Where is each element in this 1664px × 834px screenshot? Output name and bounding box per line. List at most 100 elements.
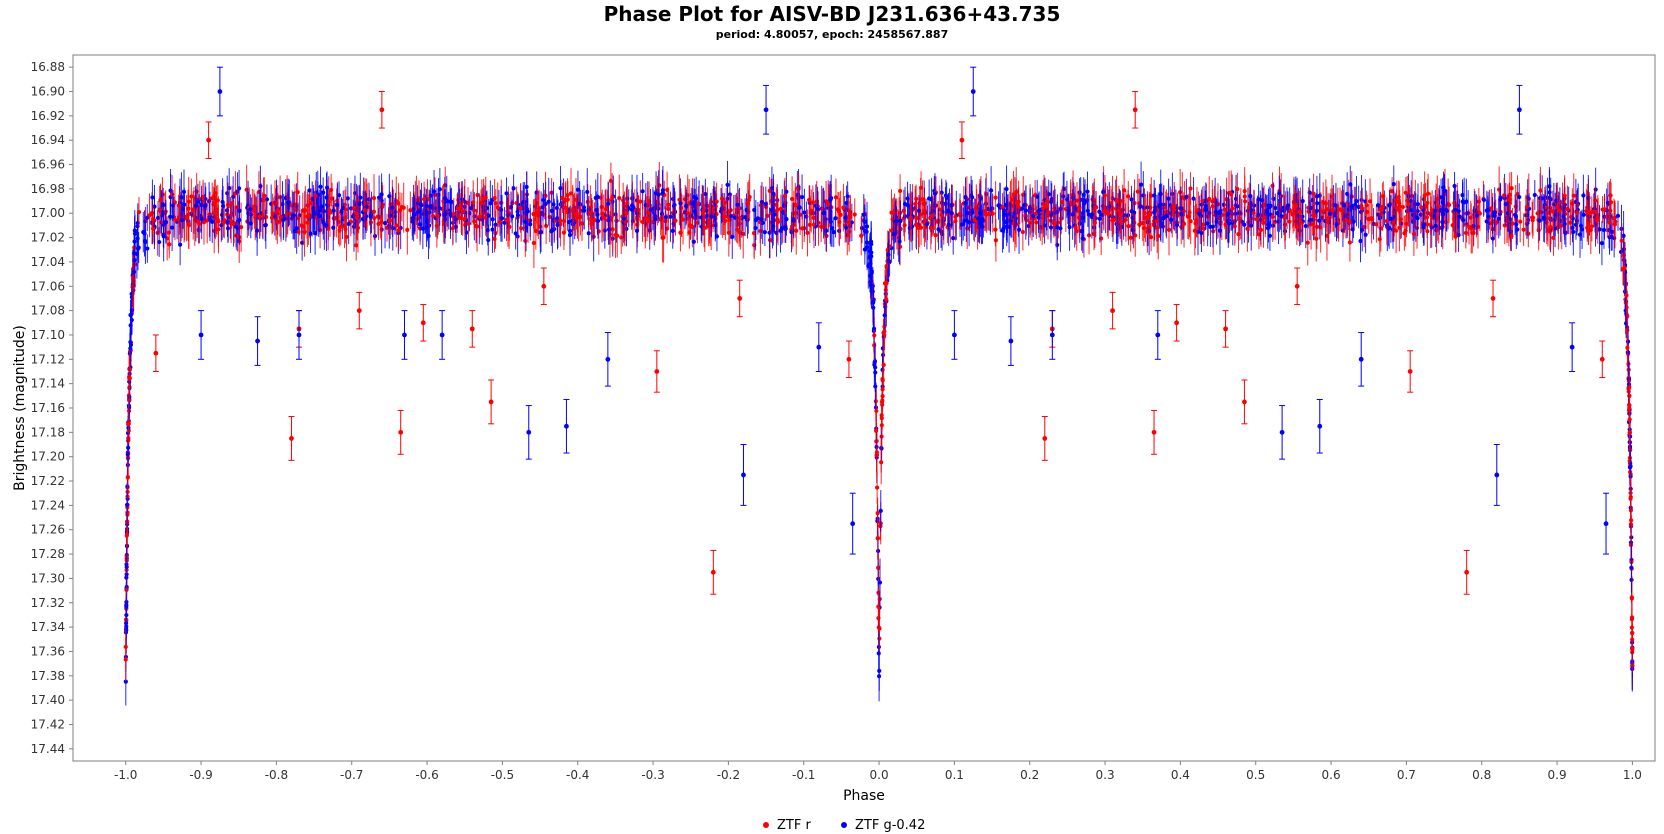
- data-point: [300, 208, 305, 213]
- data-point: [759, 199, 765, 205]
- data-point: [172, 217, 178, 223]
- data-point: [882, 313, 887, 318]
- data-point: [1464, 199, 1469, 204]
- data-point: [621, 216, 626, 221]
- data-point: [191, 208, 197, 213]
- data-point: [574, 211, 579, 216]
- data-point: [468, 206, 474, 211]
- data-point: [796, 186, 801, 192]
- data-point: [645, 210, 650, 215]
- data-point: [145, 246, 150, 251]
- data-point: [1155, 225, 1160, 231]
- data-point: [1440, 207, 1446, 212]
- data-point: [704, 213, 710, 218]
- data-point: [533, 211, 538, 216]
- data-point: [634, 228, 640, 233]
- data-point: [1555, 204, 1560, 210]
- data-point: [290, 213, 296, 218]
- data-point: [221, 220, 226, 225]
- data-point: [1354, 199, 1359, 204]
- data-point: [1330, 208, 1335, 213]
- data-point: [220, 204, 226, 209]
- data-point: [953, 219, 958, 224]
- data-point: [538, 229, 544, 235]
- data-point: [129, 308, 135, 313]
- data-point: [541, 197, 546, 203]
- data-point: [158, 198, 163, 203]
- data-point: [1277, 191, 1282, 196]
- data-point: [390, 205, 395, 210]
- data-point: [683, 204, 689, 209]
- data-point: [700, 211, 705, 216]
- data-point: [1374, 222, 1379, 227]
- data-point: [1404, 221, 1409, 226]
- data-point: [1538, 188, 1543, 193]
- data-point: [1014, 201, 1019, 206]
- data-point: [762, 229, 767, 235]
- data-point: [313, 193, 318, 199]
- data-point: [558, 218, 563, 223]
- data-point: [317, 213, 323, 219]
- data-point: [396, 228, 401, 233]
- data-point: [847, 212, 852, 217]
- data-point: [428, 204, 433, 209]
- data-point: [1541, 215, 1546, 220]
- data-point: [876, 651, 881, 656]
- data-point: [324, 223, 329, 228]
- data-point: [879, 399, 885, 405]
- data-point: [518, 206, 523, 211]
- data-point: [307, 188, 312, 193]
- data-point: [1249, 223, 1254, 228]
- data-point: [261, 197, 266, 203]
- data-point: [829, 226, 835, 231]
- data-point: [1456, 209, 1461, 214]
- data-point: [878, 508, 883, 513]
- data-point: [195, 199, 201, 204]
- data-point: [723, 218, 728, 223]
- data-point: [1222, 207, 1227, 212]
- data-point: [617, 196, 622, 201]
- data-point: [239, 225, 244, 230]
- data-point: [1191, 196, 1196, 201]
- data-point: [1235, 204, 1240, 209]
- data-point: [823, 199, 829, 204]
- data-point: [1629, 596, 1634, 601]
- data-point: [673, 218, 678, 223]
- data-point: [1199, 230, 1204, 236]
- data-point: [1141, 226, 1146, 231]
- data-point: [1381, 194, 1386, 199]
- data-point: [1562, 193, 1567, 198]
- data-point: [150, 217, 155, 222]
- data-point: [1232, 224, 1237, 229]
- data-point: [126, 421, 131, 427]
- band-layer: [123, 161, 1635, 706]
- data-point: [210, 219, 215, 224]
- data-point: [1000, 204, 1005, 210]
- data-point: [695, 220, 700, 225]
- data-point: [157, 207, 162, 212]
- data-point: [1001, 226, 1006, 231]
- data-point: [125, 502, 130, 508]
- data-point: [531, 240, 536, 246]
- data-point: [560, 195, 565, 200]
- data-point: [1138, 204, 1143, 209]
- data-point: [638, 199, 643, 204]
- data-point: [1004, 224, 1009, 229]
- data-point: [1044, 204, 1049, 209]
- data-point: [1547, 190, 1552, 195]
- data-point: [1251, 210, 1256, 216]
- data-point: [1364, 203, 1369, 208]
- data-point: [435, 213, 440, 219]
- data-point: [1323, 201, 1328, 206]
- data-point: [351, 205, 357, 211]
- data-point: [606, 201, 611, 206]
- data-point: [492, 195, 497, 201]
- data-point: [871, 326, 877, 331]
- data-point: [1312, 213, 1317, 218]
- data-point: [663, 218, 668, 224]
- data-point: [229, 221, 234, 226]
- data-point: [354, 211, 359, 216]
- data-point: [678, 201, 683, 206]
- data-point: [324, 185, 330, 190]
- data-point: [1091, 208, 1096, 213]
